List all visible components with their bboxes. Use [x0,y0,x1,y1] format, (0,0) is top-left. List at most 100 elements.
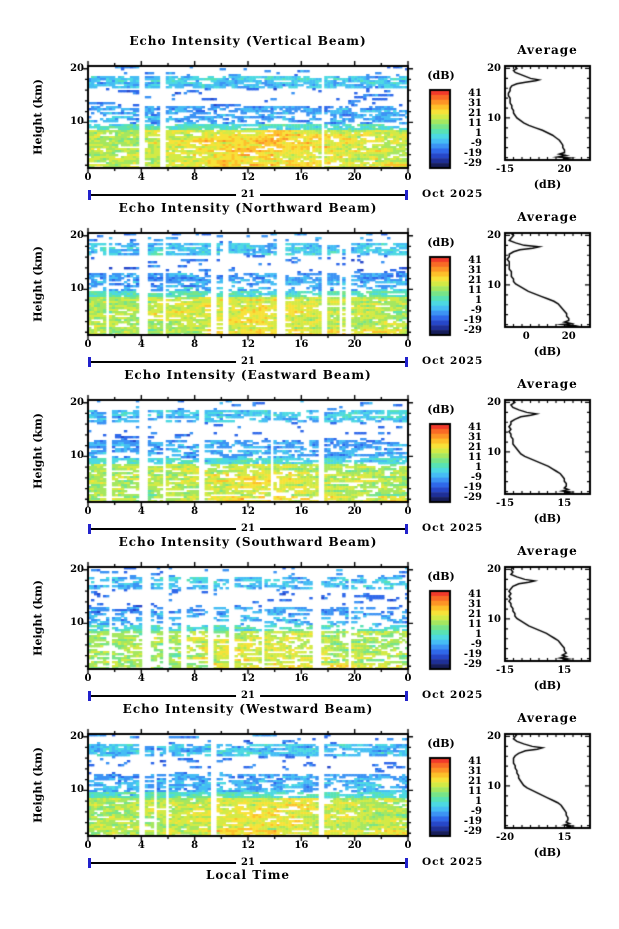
y-tick-20: 20 [70,397,84,408]
y-axis-label: Height (km) [31,246,45,322]
day-span-end-cap [405,858,408,868]
colorbar-tick-label: -9 [470,806,482,817]
colorbar [428,422,452,504]
average-y-tick-20: 20 [487,63,501,74]
x-tick-label: 4 [137,673,145,684]
date-label: Oct 2025 [422,355,484,367]
day-span-end-cap [405,190,408,200]
colorbar-tick-label: 41 [468,422,482,433]
y-tick-20: 20 [70,230,84,241]
beam-panel-eastward: Echo Intensity (Eastward Beam) Height (k… [0,334,619,535]
beam-panel-westward: Echo Intensity (Westward Beam) Height (k… [0,668,619,869]
colorbar-tick-label: -9 [470,138,482,149]
panel-title: Echo Intensity (Eastward Beam) [124,368,372,382]
colorbar-tick-label: 21 [468,442,482,453]
colorbar-tick-label: -29 [463,659,482,670]
day-label: 21 [236,689,260,702]
day-span-start-cap [88,357,91,367]
date-label: Oct 2025 [422,522,484,534]
day-span-line: 21 [88,355,408,368]
x-tick-label: 0 [404,172,412,183]
beam-panel-southward: Echo Intensity (Southward Beam) Height (… [0,501,619,702]
colorbar-title: (dB) [427,403,455,416]
x-tick-label: 16 [294,673,309,684]
colorbar-tick-label: 11 [468,452,482,463]
y-tick-20: 20 [70,731,84,742]
average-x-tick-labels: -15 15 [496,665,592,677]
x-tick-label: 8 [191,506,199,517]
colorbar-tick-label: 21 [468,275,482,286]
x-tick-label: 20 [347,339,362,350]
average-x-tick-label: 20 [557,164,572,175]
colorbar-tick-label: 1 [475,462,482,473]
average-profile-plot [503,732,592,830]
average-y-tick-10: 10 [487,280,501,291]
average-x-tick-label: 0 [522,331,530,342]
x-tick-label: 0 [404,506,412,517]
colorbar-tick-label: 11 [468,619,482,630]
colorbar-tick-label: 11 [468,118,482,129]
day-span-end-cap [405,691,408,701]
colorbar-tick-labels: 41 31 21 11 1 -9 -19 -29 [452,255,482,337]
colorbar-tick-label: 31 [468,98,482,109]
day-label: 21 [236,856,260,869]
average-profile-plot [503,565,592,663]
colorbar-tick-label: 1 [475,629,482,640]
colorbar-tick-label: 21 [468,776,482,787]
date-label: Oct 2025 [422,689,484,701]
average-x-axis-unit: (dB) [533,846,562,859]
day-span-line: 21 [88,522,408,535]
x-tick-label: 0 [84,339,92,350]
colorbar-tick-labels: 41 31 21 11 1 -9 -19 -29 [452,589,482,671]
x-tick-label: 0 [404,673,412,684]
colorbar [428,589,452,671]
x-tick-label: 12 [241,172,255,183]
panel-title: Echo Intensity (Westward Beam) [122,702,374,716]
colorbar-tick-label: 31 [468,766,482,777]
x-tick-labels: 0 4 8 12 16 20 0 [85,172,412,184]
day-label: 21 [236,188,260,201]
x-tick-label: 0 [84,506,92,517]
average-profile-plot [503,398,592,496]
colorbar-tick-label: -29 [463,492,482,503]
average-x-tick-label: 20 [561,331,576,342]
day-span-start-cap [88,691,91,701]
x-tick-label: 12 [241,339,255,350]
x-tick-label: 0 [84,840,92,851]
x-tick-label: 20 [347,840,362,851]
y-axis-label: Height (km) [31,413,45,489]
x-tick-label: 4 [137,339,145,350]
x-tick-label: 4 [137,172,145,183]
average-x-axis-unit: (dB) [533,679,562,692]
x-tick-label: 12 [241,840,255,851]
average-y-tick-20: 20 [487,397,501,408]
x-tick-label: 8 [191,339,199,350]
colorbar-tick-label: 1 [475,796,482,807]
x-tick-label: 12 [241,673,255,684]
x-tick-labels: 0 4 8 12 16 20 0 [85,673,412,685]
colorbar-tick-label: -19 [463,649,482,660]
y-axis-label: Height (km) [31,580,45,656]
x-tick-label: 16 [294,172,309,183]
x-tick-label: 4 [137,840,145,851]
x-tick-label: 16 [294,339,309,350]
average-x-tick-label: 15 [557,498,572,509]
colorbar-tick-label: 31 [468,599,482,610]
colorbar-tick-label: 1 [475,295,482,306]
colorbar-tick-label: 41 [468,255,482,266]
average-y-tick-20: 20 [487,731,501,742]
average-plot-title: Average [517,711,578,725]
colorbar-tick-labels: 41 31 21 11 1 -9 -19 -29 [452,422,482,504]
panel-title: Echo Intensity (Northward Beam) [118,201,378,215]
average-profile-plot [503,231,592,329]
x-tick-label: 0 [404,840,412,851]
x-tick-label: 12 [241,506,255,517]
average-x-tick-label: 15 [557,832,572,843]
average-x-tick-labels: 0 20 [503,331,592,343]
average-x-tick-label: -20 [495,832,515,843]
average-plot-title: Average [517,544,578,558]
average-x-tick-label: 15 [557,665,572,676]
x-tick-labels: 0 4 8 12 16 20 0 [84,339,412,351]
echo-intensity-heatmap [82,561,414,675]
average-x-axis-unit: (dB) [533,178,562,191]
